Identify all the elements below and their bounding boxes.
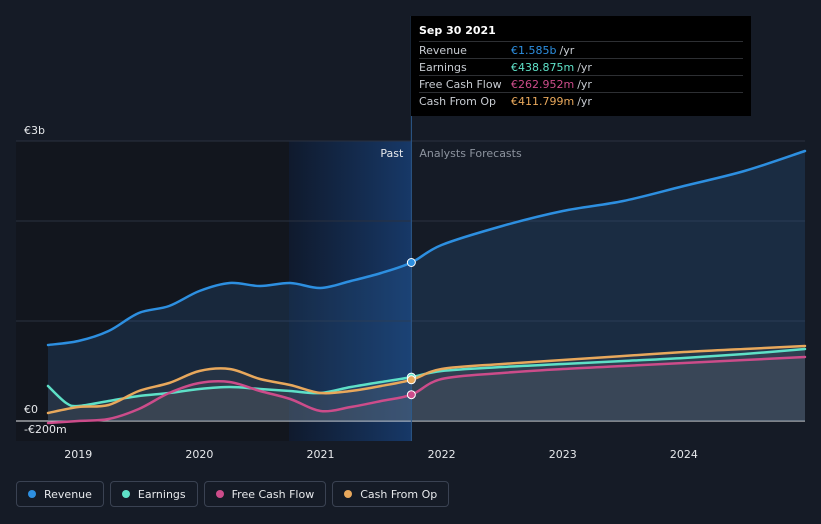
x-tick-label: 2023 — [549, 448, 577, 461]
legend-label: Cash From Op — [360, 487, 438, 501]
tooltip-label: Cash From Op — [419, 94, 497, 108]
tooltip-value: €1.585b — [511, 43, 557, 57]
tooltip-date: Sep 30 2021 — [419, 24, 496, 37]
tooltip-value: €262.952m — [511, 77, 575, 91]
legend-item-earnings[interactable]: Earnings — [109, 481, 198, 507]
tooltip-label: Earnings — [419, 60, 467, 74]
x-tick-label: 2020 — [185, 448, 213, 461]
free-cash-flow-marker — [406, 390, 416, 400]
cash-from-op-line — [46, 344, 807, 415]
tooltip-unit: /yr — [577, 60, 592, 74]
legend-dot-icon — [121, 490, 130, 498]
data-tooltip: Sep 30 2021 Revenue €1.585b /yr Earnings… — [411, 16, 751, 116]
forecast-label: Analysts Forecasts — [419, 147, 522, 160]
free-cash-flow-area — [48, 357, 805, 423]
y-axis-label-negative: -€200m — [24, 423, 67, 436]
x-tick-label: 2019 — [64, 448, 92, 461]
legend-dot-icon — [215, 490, 224, 498]
legend-label: Earnings — [137, 487, 186, 501]
y-axis-label-top: €3b — [24, 124, 45, 137]
cash-from-op-marker — [406, 375, 416, 385]
tooltip-row-earnings: Earnings €438.875m /yr — [419, 58, 743, 75]
tooltip-row-free-cash-flow: Free Cash Flow €262.952m /yr — [419, 75, 743, 92]
revenue-line — [46, 149, 807, 347]
x-tick-label: 2022 — [428, 448, 456, 461]
past-label: Past — [380, 147, 404, 160]
tooltip-row-revenue: Revenue €1.585b /yr — [419, 41, 743, 58]
past-background — [16, 141, 289, 441]
revenue-area — [48, 151, 805, 421]
x-tick-label: 2021 — [307, 448, 335, 461]
tooltip-row-cash-from-op: Cash From Op €411.799m /yr — [419, 92, 743, 109]
tooltip-value: €438.875m — [511, 60, 575, 74]
tooltip-value: €411.799m — [511, 94, 575, 108]
legend-dot-icon — [344, 490, 353, 498]
tooltip-label: Free Cash Flow — [419, 77, 502, 91]
legend-item-cash-from-op[interactable]: Cash From Op — [332, 481, 450, 507]
free-cash-flow-line — [46, 355, 807, 425]
legend-item-free-cash-flow[interactable]: Free Cash Flow — [203, 481, 327, 507]
x-axis-ticks: 2019 2020 2021 2022 2023 2024 — [64, 448, 698, 461]
cash-from-op-area — [48, 346, 805, 421]
x-tick-label: 2024 — [670, 448, 698, 461]
y-axis-label-zero: €0 — [24, 403, 38, 416]
legend-item-revenue[interactable]: Revenue — [16, 481, 104, 507]
series-lines — [46, 149, 807, 425]
series-areas — [48, 151, 805, 423]
revenue-marker — [406, 258, 416, 267]
tooltip-unit: /yr — [559, 43, 575, 57]
legend-label: Revenue — [44, 487, 92, 501]
tooltip-markers — [406, 258, 416, 400]
tooltip-label: Revenue — [419, 43, 467, 57]
legend-dot-icon — [28, 490, 36, 498]
legend-label: Free Cash Flow — [231, 487, 315, 501]
tooltip-unit: /yr — [577, 94, 592, 108]
chart-legend: Revenue Earnings Free Cash Flow Cash Fro… — [16, 481, 450, 507]
gridlines — [16, 140, 805, 422]
tooltip-unit: /yr — [577, 77, 592, 91]
